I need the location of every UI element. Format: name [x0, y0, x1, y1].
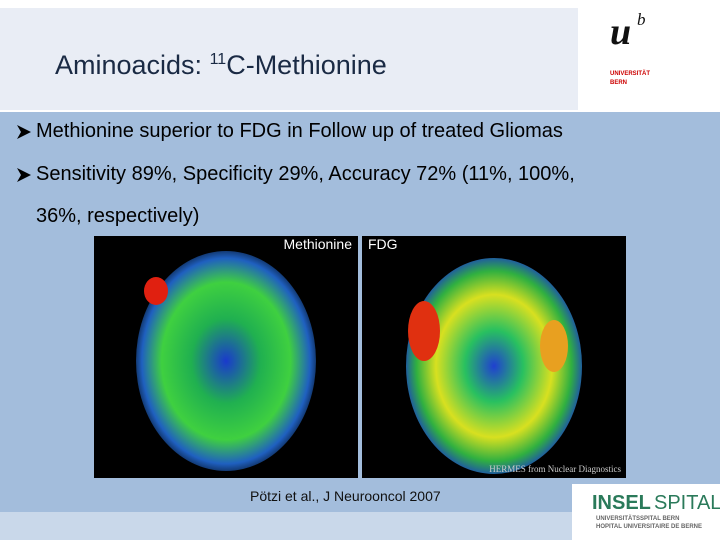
- logo-u: u: [610, 11, 632, 53]
- bullet-continuation: 36%, respectively): [36, 205, 200, 227]
- header-band: [0, 8, 578, 110]
- hotspot: [408, 301, 440, 361]
- hospital-logo: INSEL SPITAL UNIVERSITÄTSSPITAL BERN HOPI…: [572, 484, 720, 540]
- pet-images: Methionine FDG HERMES from Nuclear Diagn…: [94, 236, 626, 478]
- watermark: HERMES from Nuclear Diagnostics: [489, 464, 621, 474]
- logo-spital: SPITAL: [654, 492, 720, 514]
- image-label: Methionine: [284, 236, 353, 252]
- logo-line-2: HOPITAL UNIVERSITAIRE DE BERNE: [596, 524, 703, 530]
- bullet-arrow: [17, 125, 31, 139]
- citation: Pötzi et al., J Neurooncol 2007: [250, 488, 441, 504]
- slide-title: Aminoacids: 11C-Methionine: [55, 50, 387, 81]
- logo-insel: INSEL: [592, 492, 651, 514]
- brain-scan: [406, 258, 582, 474]
- title-prefix: Aminoacids:: [55, 50, 203, 80]
- bullet: Methionine superior to FDG in Follow up …: [17, 120, 563, 143]
- title-superscript: 11: [209, 51, 227, 68]
- hotspot: [540, 320, 568, 372]
- bullet: Sensitivity 89%, Specificity 29%, Accura…: [17, 163, 575, 186]
- bullet-text: Methionine superior to FDG in Follow up …: [36, 120, 563, 142]
- image-label: FDG: [368, 236, 398, 252]
- logo-line-1: UNIVERSITÄT: [610, 71, 651, 77]
- bullet-arrow: [17, 168, 31, 182]
- hotspot: [144, 277, 168, 305]
- bullet-text: Sensitivity 89%, Specificity 29%, Accura…: [36, 163, 575, 185]
- university-logo: u b UNIVERSITÄT BERN: [582, 8, 720, 112]
- logo-b: b: [637, 10, 646, 29]
- logo-line-2: BERN: [610, 80, 628, 86]
- brain-scan: [136, 251, 316, 471]
- logo-line-1: UNIVERSITÄTSSPITAL BERN: [596, 516, 680, 522]
- title-suffix: C-Methionine: [226, 50, 387, 80]
